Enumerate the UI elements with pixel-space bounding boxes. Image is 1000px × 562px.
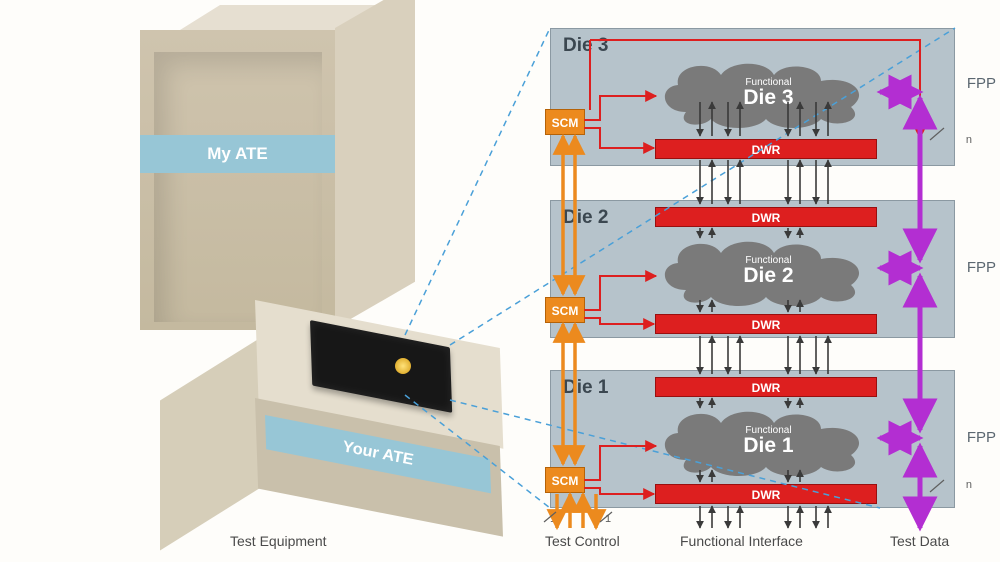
scm-block: SCM: [545, 467, 585, 493]
die-name: Die 2: [743, 264, 793, 288]
die3-title: Die 3: [563, 35, 608, 57]
dwr-block: DWR: [655, 377, 877, 397]
panel-die1: Die 1 DWR Functional Die 1 SCM DWR FPP n: [550, 370, 955, 508]
n-label: n: [966, 479, 972, 491]
dwr-block: DWR: [655, 484, 877, 504]
die3-cloud-text: Functional Die 3: [656, 57, 881, 129]
panel-die3: Die 3 Functional Die 3 SCM DWR FPP n: [550, 28, 955, 166]
tc-tick-right: 1: [605, 513, 611, 525]
fpp-label: FPP: [967, 75, 996, 92]
die2-cloud-text: Functional Die 2: [656, 235, 881, 307]
die1-title: Die 1: [563, 377, 608, 399]
panel-die2: Die 2 DWR Functional Die 2 SCM DWR FPP: [550, 200, 955, 338]
ate-body: [140, 30, 335, 330]
tc-tick-left: 1: [550, 513, 556, 525]
n-label: n: [966, 134, 972, 146]
label-test-equipment: Test Equipment: [230, 533, 327, 549]
dut-chip-die: [395, 358, 411, 374]
scm-block: SCM: [545, 109, 585, 135]
dwr-block: DWR: [655, 314, 877, 334]
tester-side: [160, 338, 260, 550]
fpp-label: FPP: [967, 259, 996, 276]
dwr-block: DWR: [655, 207, 877, 227]
die-name: Die 3: [743, 86, 793, 110]
die1-cloud: Functional Die 1: [656, 405, 881, 477]
label-test-control: Test Control: [545, 533, 620, 549]
die2-title: Die 2: [563, 207, 608, 229]
die3-cloud: Functional Die 3: [656, 57, 881, 129]
label-test-data: Test Data: [890, 533, 949, 549]
scm-block: SCM: [545, 297, 585, 323]
die1-cloud-text: Functional Die 1: [656, 405, 881, 477]
label-functional-interface: Functional Interface: [680, 533, 803, 549]
fpp-label: FPP: [967, 429, 996, 446]
die2-cloud: Functional Die 2: [656, 235, 881, 307]
dwr-block: DWR: [655, 139, 877, 159]
ate-tower-label: My ATE: [140, 135, 335, 173]
ate-side: [335, 0, 415, 328]
die-name: Die 1: [743, 434, 793, 458]
